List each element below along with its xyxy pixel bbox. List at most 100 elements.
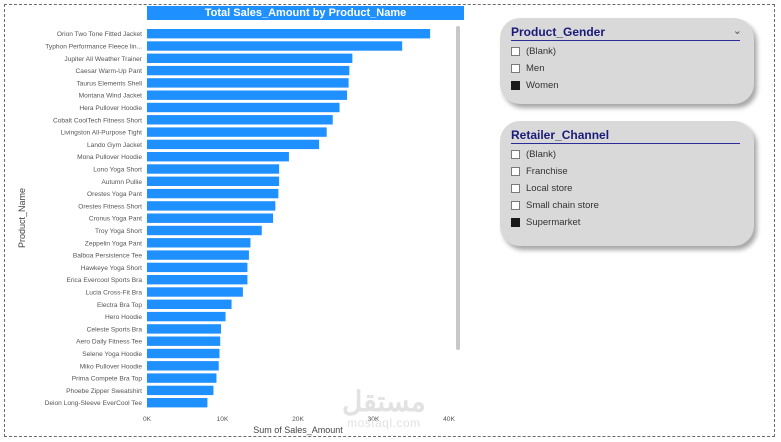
x-tick-label: 20K [292, 416, 304, 423]
bar[interactable] [147, 385, 214, 396]
y-tick-label: Electra Bra Top [97, 302, 142, 309]
y-tick-label: Zeppelin Yoga Pant [85, 240, 142, 247]
bar[interactable] [147, 373, 217, 383]
bar[interactable] [147, 250, 249, 260]
y-tick-label: Lucia Cross-Fit Bra [86, 290, 143, 297]
slicer-option-blank[interactable]: (Blank) [511, 44, 556, 58]
y-tick-label: Cobalt CoolTech Fitness Short [53, 117, 142, 124]
bar[interactable] [147, 398, 208, 408]
bar[interactable] [147, 127, 327, 137]
y-tick-label: Typhon Performance Fleece lin... [45, 44, 142, 51]
checkbox[interactable] [511, 200, 520, 210]
slicer-option-supermarket[interactable]: Supermarket [511, 215, 580, 229]
bar[interactable] [147, 324, 221, 334]
watermark: مستقل mostaql.com [342, 386, 426, 431]
y-tick-label: Phoebe Zipper Sweatshirt [66, 388, 142, 395]
y-tick-label: Erica Evercool Sports Bra [67, 277, 143, 284]
bar[interactable] [147, 213, 274, 223]
option-label: Women [526, 79, 559, 91]
bar[interactable] [147, 102, 340, 113]
slicer-option-local-store[interactable]: Local store [511, 181, 572, 195]
x-axis-label: Sum of Sales_Amount [253, 425, 343, 435]
option-label: (Blank) [526, 45, 557, 57]
y-tick-label: Hera Pullover Hoodie [79, 105, 142, 112]
checkbox[interactable] [511, 183, 520, 193]
x-tick-label: 30K [368, 416, 380, 423]
checkbox-checked[interactable] [511, 217, 520, 227]
y-tick-label: Balboa Persistence Tee [73, 253, 142, 260]
bar[interactable] [147, 29, 431, 39]
option-label: Small chain store [526, 199, 599, 211]
chevron-down-icon[interactable]: ⌄ [732, 25, 742, 37]
bar[interactable] [147, 139, 320, 150]
chart-scrollbar[interactable] [456, 26, 460, 350]
y-tick-label: Livingston All-Purpose Tight [61, 130, 143, 137]
y-tick-label: Celeste Sports Bra [87, 326, 143, 333]
bar[interactable] [147, 311, 226, 322]
bar[interactable] [147, 275, 248, 285]
product-gender-slicer: Product_Gender ⌄ (Blank) Men Women [500, 18, 754, 104]
chart-title: Total Sales_Amount by Product_Name [147, 6, 464, 20]
bar[interactable] [147, 287, 243, 297]
bar[interactable] [147, 78, 349, 88]
option-label: Supermarket [526, 216, 581, 228]
bar[interactable] [147, 262, 248, 273]
bar[interactable] [147, 201, 276, 211]
watermark-latin: mostaql.com [347, 416, 421, 430]
y-tick-label: Orestes Fitness Short [78, 203, 142, 210]
bar[interactable] [147, 361, 219, 371]
slicer-title: Product_Gender [511, 25, 606, 39]
bar[interactable] [147, 90, 348, 100]
y-tick-label: Orion Two Tone Fitted Jacket [57, 31, 142, 38]
bar[interactable] [147, 336, 221, 346]
slicer-title: Retailer_Channel [511, 128, 610, 142]
checkbox[interactable] [511, 63, 520, 73]
bar[interactable] [147, 299, 232, 309]
checkbox[interactable] [511, 149, 520, 159]
bar[interactable] [147, 65, 350, 76]
slicer-option-franchise[interactable]: Franchise [511, 164, 568, 178]
retailer-channel-slicer: Retailer_Channel (Blank) Franchise Local… [500, 121, 754, 246]
slicer-divider [511, 40, 740, 41]
bar[interactable] [147, 115, 333, 125]
checkbox-checked[interactable] [511, 80, 520, 90]
watermark-arabic: مستقل [342, 386, 426, 417]
y-axis-label: Product_Name [17, 188, 27, 248]
bar[interactable] [147, 41, 403, 51]
option-label: Local store [526, 182, 573, 194]
checkbox[interactable] [511, 46, 520, 56]
y-tick-label: Selene Yoga Hoodie [82, 351, 142, 358]
bar[interactable] [147, 348, 220, 359]
slicer-divider [511, 143, 740, 144]
bar[interactable] [147, 53, 353, 63]
bar[interactable] [147, 225, 262, 236]
bar[interactable] [147, 152, 289, 162]
y-tick-label: Montana Wind Jacket [79, 93, 143, 100]
y-tick-label: Mona Pullover Hoodie [77, 154, 142, 161]
slicer-option-blank[interactable]: (Blank) [511, 147, 556, 161]
option-label: (Blank) [526, 148, 557, 160]
y-tick-label: Prima Compete Bra Top [72, 376, 143, 383]
option-label: Franchise [526, 165, 568, 177]
y-tick-label: Aero Daily Fitness Tee [76, 339, 142, 346]
y-tick-label: Jupiter All Weather Trainer [64, 56, 142, 63]
y-tick-label: Troy Yoga Short [95, 228, 142, 235]
y-tick-label: Caesar Warm-Up Pant [76, 68, 143, 75]
x-tick-label: 0K [143, 416, 152, 423]
bar[interactable] [147, 164, 280, 174]
bar[interactable] [147, 188, 279, 199]
slicer-option-small-chain-store[interactable]: Small chain store [511, 198, 599, 212]
y-tick-label: Lono Yoga Short [93, 167, 142, 174]
slicer-option-men[interactable]: Men [511, 61, 544, 75]
slicer-option-women[interactable]: Women [511, 78, 559, 92]
y-tick-label: Hero Hoodie [105, 314, 142, 321]
bar[interactable] [147, 238, 251, 248]
x-tick-label: 40K [443, 416, 455, 423]
y-tick-label: Deion Long-Sleeve EverCool Tee [45, 400, 143, 407]
x-tick-label: 10K [217, 416, 229, 423]
y-tick-label: Hawkeye Yoga Short [81, 265, 142, 272]
y-tick-label: Orestes Yoga Pant [87, 191, 142, 198]
checkbox[interactable] [511, 166, 520, 176]
bar[interactable] [147, 176, 280, 186]
